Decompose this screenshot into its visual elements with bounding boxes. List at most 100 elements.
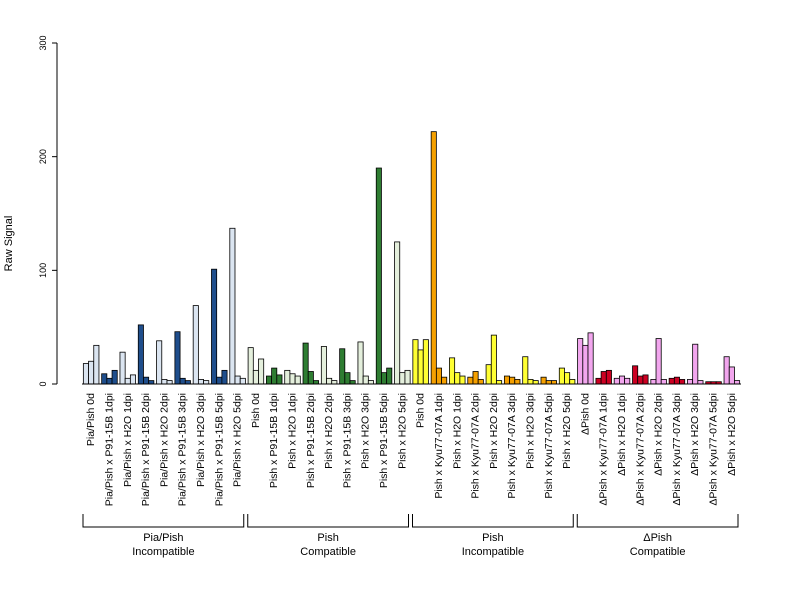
bar xyxy=(430,131,437,385)
group-label-line1: Pish xyxy=(317,532,338,544)
x-tick-label: Pish 0d xyxy=(415,393,427,428)
bar xyxy=(441,376,448,385)
bar xyxy=(417,349,424,385)
bar xyxy=(642,374,649,385)
bar xyxy=(605,369,612,385)
x-tick-label: Pish x P91-15B 2dpi xyxy=(305,393,317,488)
group-label-line2: Compatible xyxy=(630,546,686,558)
bar xyxy=(569,379,576,385)
group-label-line1: ΔPish xyxy=(643,532,672,544)
bar xyxy=(637,375,644,385)
bar xyxy=(234,375,241,385)
group-brackets: Pia/Pish Incompatible Pish Compatible Pish In… xyxy=(82,514,739,558)
x-tick-label: Pish x P91-15B 1dpi xyxy=(268,393,280,488)
bar xyxy=(93,344,100,385)
group-bracket xyxy=(576,514,739,528)
x-tick-label: Pish x H2O 3dpi xyxy=(524,393,536,469)
bar xyxy=(124,377,131,385)
bar xyxy=(258,358,265,385)
x-tick-label: ΔPish 0d xyxy=(579,393,591,435)
x-tick-label: ΔPish x H2O 3dpi xyxy=(689,393,701,476)
x-tick-label: Pia/Pish x P91-15B 1dpi xyxy=(103,393,115,506)
x-tick-label: ΔPish x H2O 1dpi xyxy=(616,393,628,476)
x-tick-label: Pish x H2O 5dpi xyxy=(561,393,573,469)
bar xyxy=(668,377,675,385)
bar xyxy=(514,379,521,385)
bar xyxy=(485,364,492,385)
bar xyxy=(472,371,479,385)
bar xyxy=(197,379,204,385)
bar xyxy=(294,375,301,385)
bar xyxy=(624,377,631,385)
x-tick-label: Pish x Kyu77-07A 1dpi xyxy=(433,393,445,499)
bar xyxy=(679,379,686,385)
bar xyxy=(619,375,626,385)
bars-layer xyxy=(82,131,741,385)
x-tick-label: Pish x H2O 1dpi xyxy=(451,393,463,469)
x-tick-label: Pish x H2O 5dpi xyxy=(396,393,408,469)
bar xyxy=(101,373,108,385)
bar xyxy=(558,367,565,385)
bar xyxy=(655,338,662,385)
y-tick-label: 0 xyxy=(38,381,48,386)
bar xyxy=(503,375,510,385)
bar xyxy=(454,372,461,385)
x-tick-label: ΔPish x H2O 5dpi xyxy=(726,393,738,476)
y-tick-label: 200 xyxy=(38,149,48,164)
bar xyxy=(344,372,351,385)
bar xyxy=(247,347,254,385)
bar xyxy=(143,376,150,385)
bar xyxy=(239,377,246,385)
bar xyxy=(156,340,163,385)
bar xyxy=(357,341,364,385)
y-tick-label: 300 xyxy=(38,35,48,50)
x-tick-label: Pia/Pish x H2O 1dpi xyxy=(122,393,134,487)
bar xyxy=(632,365,639,385)
bar xyxy=(577,338,584,385)
bar xyxy=(137,324,144,385)
bar xyxy=(587,332,594,385)
bar xyxy=(179,377,186,385)
x-tick-label: Pia/Pish x H2O 3dpi xyxy=(195,393,207,487)
x-tick-label: Pia/Pish x P91-15B 5dpi xyxy=(213,393,225,506)
x-tick-label: Pia/Pish 0d xyxy=(85,393,97,446)
bar xyxy=(307,371,314,385)
x-tick-label: Pia/Pish x P91-15B 3dpi xyxy=(177,393,189,506)
bar xyxy=(595,377,602,385)
bar xyxy=(326,377,333,385)
bar xyxy=(545,380,552,385)
bar xyxy=(422,339,429,385)
bar xyxy=(192,305,199,385)
y-axis: 0 100 200 300 xyxy=(38,35,58,387)
bar xyxy=(313,380,320,385)
bar xyxy=(582,344,589,385)
bar xyxy=(252,369,259,385)
group-label-line2: Incompatible xyxy=(132,546,194,558)
bar xyxy=(459,375,466,385)
group-label-line1: Pish xyxy=(482,532,503,544)
bar xyxy=(496,380,503,385)
x-tick-label: Pish x P91-15B 3dpi xyxy=(341,393,353,488)
bar xyxy=(697,380,704,385)
bar xyxy=(734,380,741,385)
bar xyxy=(394,241,401,385)
bar xyxy=(522,356,529,385)
bar xyxy=(203,380,210,385)
bar xyxy=(692,343,699,385)
bar xyxy=(477,379,484,385)
bar xyxy=(88,360,95,385)
bar xyxy=(216,376,223,385)
group-label-line1: Pia/Pish xyxy=(143,532,183,544)
bar xyxy=(527,379,534,385)
bar xyxy=(266,375,273,385)
bar xyxy=(320,346,327,385)
x-tick-label: ΔPish x Kyu77-07A 5dpi xyxy=(708,393,720,506)
x-tick-labels: Pia/Pish 0d Pia/Pish x P91-15B 1dpi Pia/Pi… xyxy=(85,393,738,506)
x-tick-label: Pish x H2O 2dpi xyxy=(323,393,335,469)
bar xyxy=(211,268,218,385)
bar xyxy=(331,380,338,385)
bar xyxy=(600,371,607,385)
bar xyxy=(564,372,571,385)
